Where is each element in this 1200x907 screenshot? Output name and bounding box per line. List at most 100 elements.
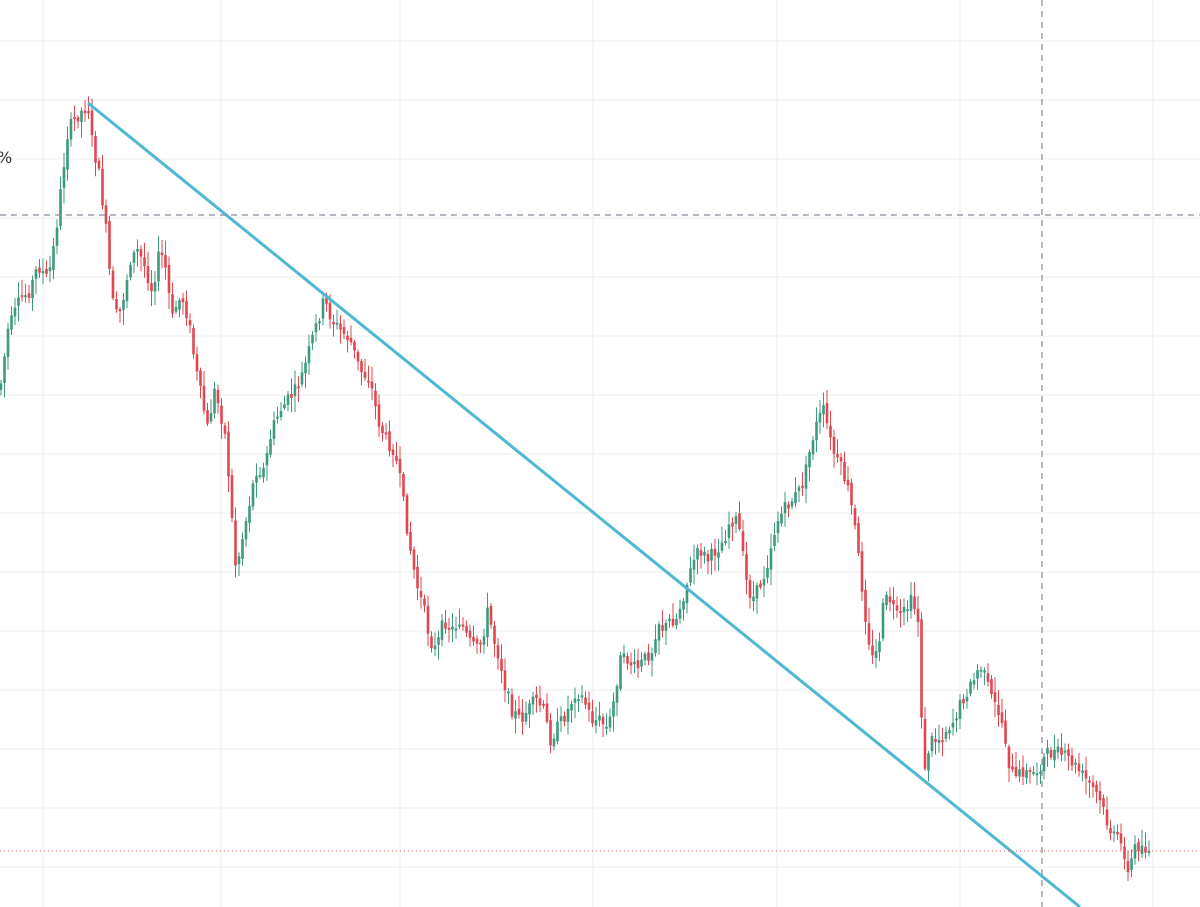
candle-up bbox=[797, 487, 801, 491]
candle-up bbox=[318, 321, 321, 324]
candle-up bbox=[951, 722, 955, 728]
candle-down bbox=[419, 591, 423, 598]
candle-up bbox=[1032, 771, 1035, 774]
candle-up bbox=[314, 323, 318, 333]
candle-down bbox=[1102, 798, 1105, 807]
trendline bbox=[87, 101, 1081, 907]
candle-down bbox=[90, 110, 94, 136]
candle-up bbox=[1074, 762, 1077, 765]
candle-up bbox=[1147, 850, 1151, 853]
candle-up bbox=[265, 452, 269, 466]
candle-up bbox=[633, 661, 636, 665]
candle-down bbox=[1109, 828, 1112, 834]
candle-down bbox=[468, 630, 472, 638]
candle-down bbox=[342, 327, 346, 334]
candle-down bbox=[1116, 831, 1119, 835]
candle-down bbox=[38, 267, 41, 273]
candle-up bbox=[153, 281, 157, 292]
candle-up bbox=[703, 551, 706, 556]
candle-up bbox=[1018, 769, 1021, 777]
candle-up bbox=[906, 609, 909, 612]
candle-down bbox=[542, 703, 545, 706]
candle-up bbox=[944, 732, 948, 739]
candle-up bbox=[657, 624, 661, 641]
candle-up bbox=[136, 248, 139, 252]
candle-up bbox=[0, 383, 3, 390]
candle-up bbox=[937, 739, 941, 744]
candle-up bbox=[976, 670, 979, 679]
candle-up bbox=[300, 372, 304, 385]
candle-up bbox=[507, 691, 510, 694]
candle-down bbox=[1021, 767, 1025, 777]
candle-up bbox=[969, 681, 972, 694]
candle-down bbox=[832, 436, 836, 454]
candle-down bbox=[223, 425, 227, 434]
candle-up bbox=[734, 516, 738, 524]
candle-down bbox=[146, 265, 150, 284]
candle-down bbox=[20, 295, 24, 298]
candle-down bbox=[496, 645, 500, 659]
candle-up bbox=[822, 405, 825, 415]
candle-down bbox=[647, 652, 650, 661]
candle-up bbox=[804, 464, 808, 489]
candle-up bbox=[321, 298, 325, 319]
candle-up bbox=[909, 594, 913, 611]
candle-down bbox=[220, 405, 223, 424]
candle-up bbox=[293, 384, 297, 397]
candle-up bbox=[1046, 747, 1049, 754]
candle-up bbox=[654, 639, 657, 654]
candle-down bbox=[801, 485, 804, 488]
candle-up bbox=[640, 659, 643, 667]
candle-down bbox=[888, 596, 892, 603]
candle-down bbox=[206, 410, 209, 424]
candle-down bbox=[535, 694, 538, 698]
candle-up bbox=[286, 394, 290, 405]
candle-up bbox=[1035, 773, 1039, 776]
candle-up bbox=[66, 139, 69, 170]
candle-down bbox=[199, 370, 202, 386]
candle-down bbox=[143, 257, 146, 267]
candle-down bbox=[83, 110, 87, 114]
candle-up bbox=[52, 246, 55, 271]
candle-down bbox=[829, 425, 832, 438]
candle-down bbox=[297, 386, 300, 389]
candle-down bbox=[997, 704, 1000, 716]
candle-down bbox=[181, 298, 185, 303]
candle-down bbox=[388, 431, 391, 452]
candle-up bbox=[262, 467, 265, 478]
candle-down bbox=[377, 404, 381, 427]
candle-up bbox=[1133, 844, 1137, 859]
candle-up bbox=[34, 269, 38, 279]
candle-down bbox=[920, 619, 923, 718]
candle-down bbox=[76, 117, 80, 122]
candle-up bbox=[258, 475, 262, 478]
candle-down bbox=[111, 270, 115, 299]
corner-glyph: % bbox=[0, 148, 12, 167]
candle-down bbox=[465, 625, 468, 633]
candle-down bbox=[1084, 770, 1088, 779]
candle-down bbox=[941, 740, 944, 743]
candle-down bbox=[626, 656, 629, 664]
candle-up bbox=[157, 251, 160, 282]
candle-down bbox=[195, 354, 199, 372]
candle-down bbox=[1126, 860, 1130, 873]
candle-down bbox=[517, 708, 521, 715]
candle-up bbox=[811, 440, 815, 455]
candle-up bbox=[62, 167, 66, 188]
candle-down bbox=[745, 554, 748, 580]
candle-down bbox=[934, 738, 937, 743]
candles bbox=[0, 96, 1151, 882]
candle-up bbox=[727, 524, 731, 539]
candle-up bbox=[930, 736, 934, 751]
candle-up bbox=[31, 279, 34, 299]
candle-up bbox=[619, 655, 622, 689]
candle-up bbox=[815, 421, 818, 441]
candle-up bbox=[122, 299, 125, 310]
candle-down bbox=[661, 625, 664, 631]
candle-down bbox=[374, 390, 377, 407]
candle-up bbox=[514, 711, 517, 719]
candle-up bbox=[272, 420, 276, 439]
